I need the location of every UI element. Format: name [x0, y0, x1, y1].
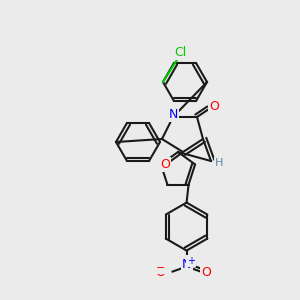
Text: O: O [156, 266, 166, 279]
Text: H: H [215, 158, 223, 168]
Text: O: O [209, 100, 219, 112]
Text: O: O [202, 266, 212, 279]
Text: Cl: Cl [174, 46, 186, 59]
Text: N: N [168, 107, 178, 121]
Text: −: − [156, 262, 165, 273]
Text: O: O [160, 158, 170, 171]
Text: +: + [187, 256, 195, 266]
Text: N: N [182, 258, 191, 271]
